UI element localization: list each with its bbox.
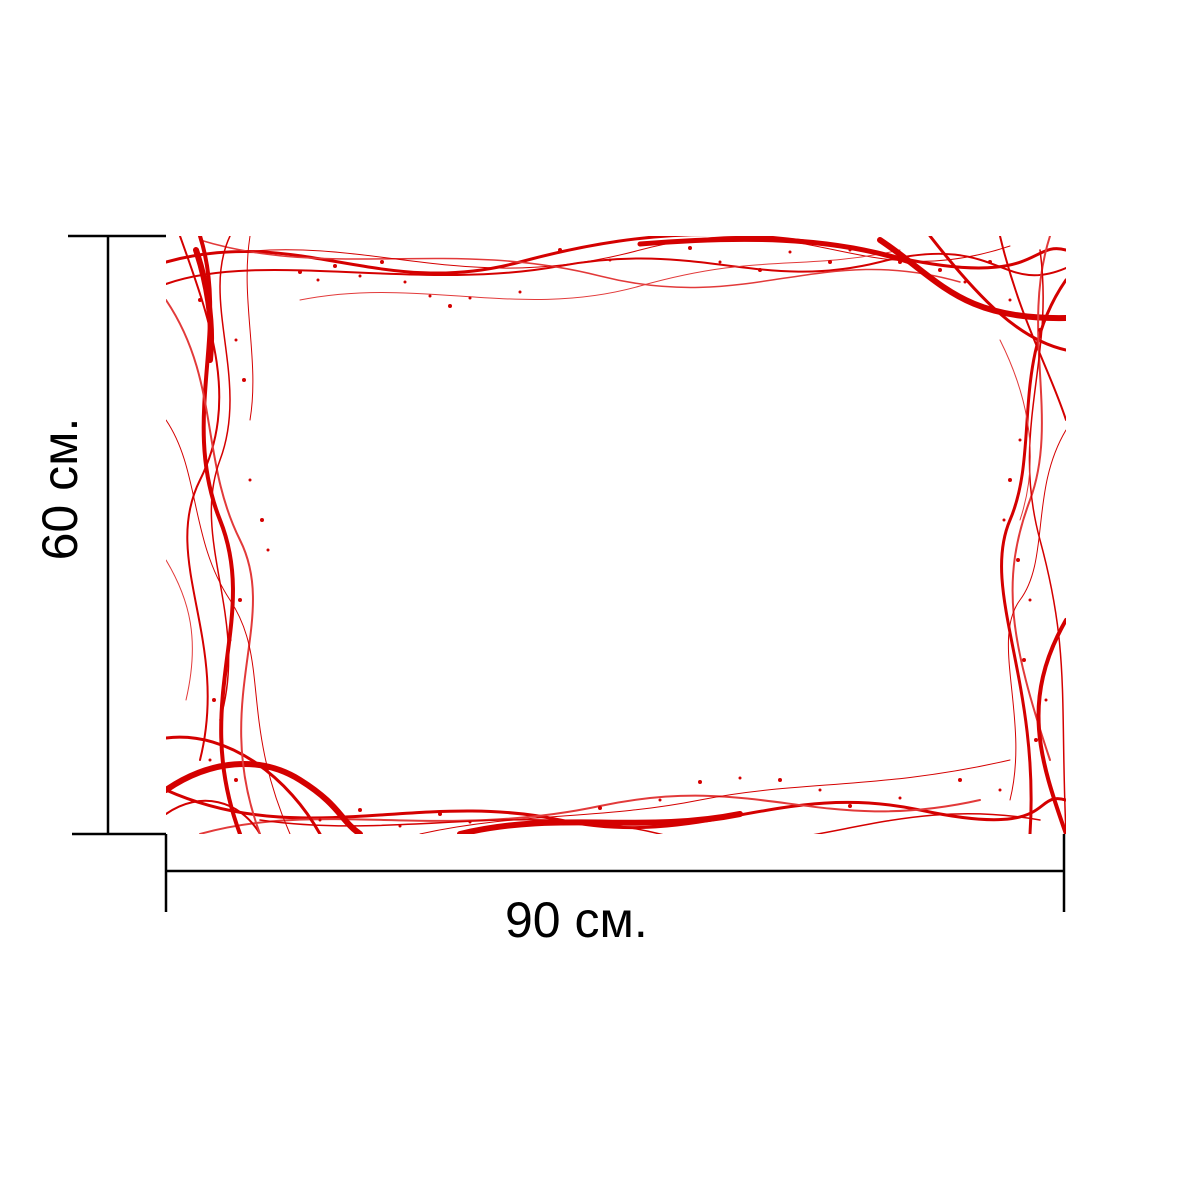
width-dimension [164,834,1066,912]
panel-background [166,236,1066,834]
height-label: 60 см. [32,417,88,561]
height-dimension [68,234,166,836]
red-swirl-frame [166,236,1066,834]
red-dots [198,246,1048,828]
width-label: 90 см. [505,892,648,948]
product-panel [166,236,1066,834]
